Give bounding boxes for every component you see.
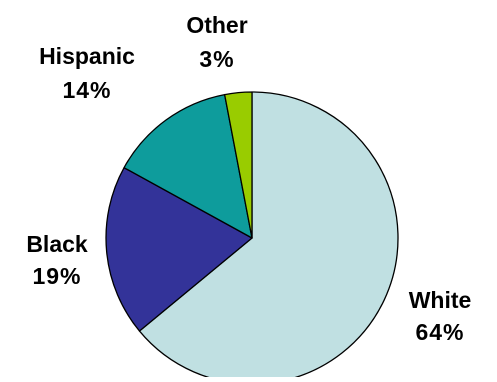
pie-slice-other — [223, 91, 253, 239]
slice-label-other: Other — [186, 12, 247, 38]
slice-label-white: White — [409, 287, 472, 313]
slice-label-hispanic: Hispanic — [39, 43, 135, 69]
slice-value-white: 64% — [415, 319, 464, 345]
slice-value-hispanic: 14% — [62, 77, 111, 103]
pie-slice-hispanic — [123, 93, 253, 239]
slice-value-other: 3% — [199, 46, 234, 72]
slice-value-black: 19% — [32, 263, 81, 289]
pie-slice-black — [105, 167, 253, 332]
pie-labels: White 64% Black 19% Hispanic 14% Other 3% — [26, 12, 471, 345]
slice-label-black: Black — [26, 231, 88, 257]
pie-slices — [105, 91, 399, 382]
